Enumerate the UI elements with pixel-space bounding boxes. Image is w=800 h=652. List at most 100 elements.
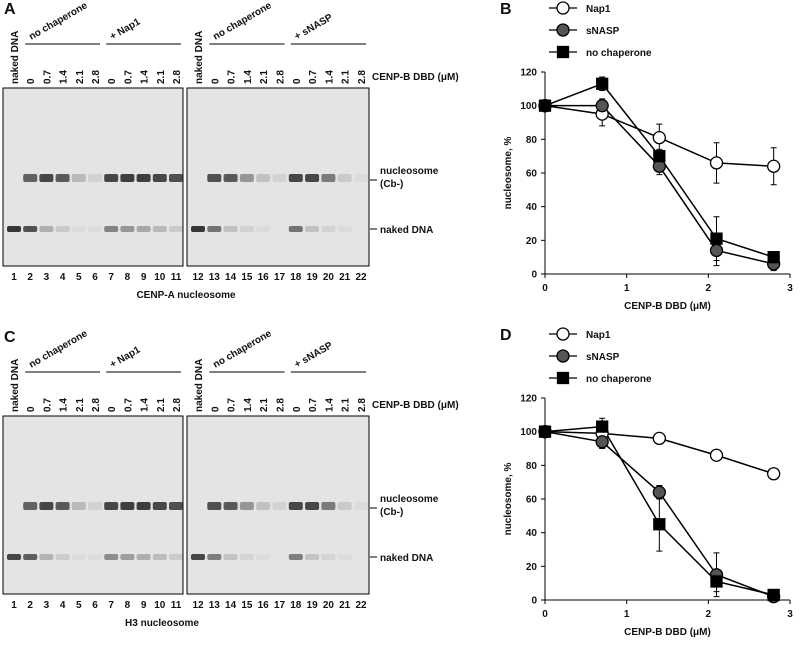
group-label: + Nap1 — [108, 344, 143, 370]
band — [337, 502, 352, 510]
lane-header: 0.7 — [308, 70, 319, 84]
gel-caption: H3 nucleosome — [125, 618, 199, 629]
legend-marker — [556, 45, 570, 59]
y-tick-label: 60 — [526, 169, 538, 180]
band — [305, 174, 320, 182]
lane-number: 13 — [209, 272, 221, 283]
band — [104, 502, 119, 510]
lane-header: 2.1 — [75, 70, 86, 84]
band — [136, 502, 151, 510]
lane-header: 2.8 — [276, 70, 287, 84]
lane-number: 17 — [274, 600, 286, 611]
lane-header: 0.7 — [42, 70, 53, 84]
band — [321, 554, 336, 560]
lane-number: 8 — [125, 272, 131, 283]
legend-label: sNASP — [586, 352, 620, 363]
lane-header: 2.1 — [75, 398, 86, 412]
band — [239, 502, 254, 510]
x-tick-label: 1 — [624, 609, 630, 620]
lane-header: 1.4 — [59, 398, 70, 412]
y-tick-label: 0 — [531, 596, 537, 607]
band — [136, 226, 151, 232]
band — [55, 226, 70, 232]
data-point — [767, 159, 781, 173]
band — [39, 174, 54, 182]
band — [39, 502, 54, 510]
band — [55, 554, 70, 560]
legend-marker — [556, 23, 570, 37]
band — [288, 502, 303, 510]
lane-number: 9 — [141, 600, 147, 611]
lane-number: 10 — [154, 272, 166, 283]
data-point — [767, 467, 781, 481]
band — [152, 226, 167, 232]
data-point — [653, 518, 666, 531]
lane-number: 3 — [44, 600, 50, 611]
lane-header: 0 — [210, 78, 221, 84]
band — [55, 174, 70, 182]
band — [88, 554, 102, 560]
x-tick-label: 3 — [787, 609, 793, 620]
group-label: no chaperone — [211, 328, 274, 371]
data-point — [652, 130, 666, 145]
band — [169, 554, 183, 560]
y-axis-label: nucleosome, % — [503, 463, 514, 536]
band — [288, 174, 303, 182]
legend-marker — [556, 327, 570, 341]
data-point — [652, 431, 666, 446]
panel-label: B — [500, 1, 512, 18]
lane-number: 10 — [154, 600, 166, 611]
y-tick-label: 40 — [526, 202, 538, 213]
y-tick-label: 80 — [526, 135, 538, 146]
lane-number: 2 — [27, 272, 33, 283]
band — [169, 174, 183, 182]
band — [256, 174, 271, 182]
data-point — [596, 420, 609, 433]
band — [88, 174, 102, 182]
data-point — [595, 435, 609, 449]
band — [104, 226, 119, 232]
y-tick-label: 0 — [531, 270, 537, 281]
band — [191, 226, 205, 232]
lane-header: 2.8 — [172, 398, 183, 412]
y-tick-label: 20 — [526, 562, 538, 573]
band — [39, 226, 54, 232]
band — [354, 502, 368, 510]
band — [305, 226, 320, 232]
band — [152, 554, 167, 560]
lane-header: 2.8 — [91, 70, 102, 84]
lane-header: naked DNA — [10, 31, 21, 84]
lane-header: 0.7 — [227, 70, 238, 84]
band — [272, 502, 287, 510]
band — [191, 554, 205, 560]
y-tick-label: 80 — [526, 461, 538, 472]
band — [7, 226, 21, 232]
legend-marker — [556, 371, 570, 385]
lane-number: 19 — [307, 272, 319, 283]
y-axis-label: nucleosome, % — [503, 137, 514, 210]
band — [223, 226, 238, 232]
conc-label: CENP-B DBD (μM) — [372, 72, 459, 83]
lane-number: 20 — [323, 600, 335, 611]
panel-label: D — [500, 327, 512, 344]
lane-number: 22 — [355, 272, 367, 283]
band — [354, 174, 368, 182]
band — [223, 502, 238, 510]
lane-number: 22 — [355, 600, 367, 611]
band — [239, 554, 254, 560]
group-label: no chaperone — [27, 328, 90, 371]
y-tick-label: 60 — [526, 495, 538, 506]
group-label: no chaperone — [211, 0, 274, 43]
data-point — [767, 588, 780, 602]
band-label: (Cb-) — [380, 179, 403, 190]
data-point — [709, 156, 724, 170]
y-tick-label: 100 — [520, 101, 537, 112]
band-label: (Cb-) — [380, 507, 403, 518]
lane-header: 0.7 — [227, 398, 238, 412]
band — [120, 502, 135, 510]
lane-number: 14 — [225, 600, 237, 611]
lane-header: 2.1 — [341, 70, 352, 84]
lane-header: 2.1 — [259, 70, 270, 84]
lane-number: 15 — [241, 600, 253, 611]
lane-number: 18 — [290, 600, 302, 611]
